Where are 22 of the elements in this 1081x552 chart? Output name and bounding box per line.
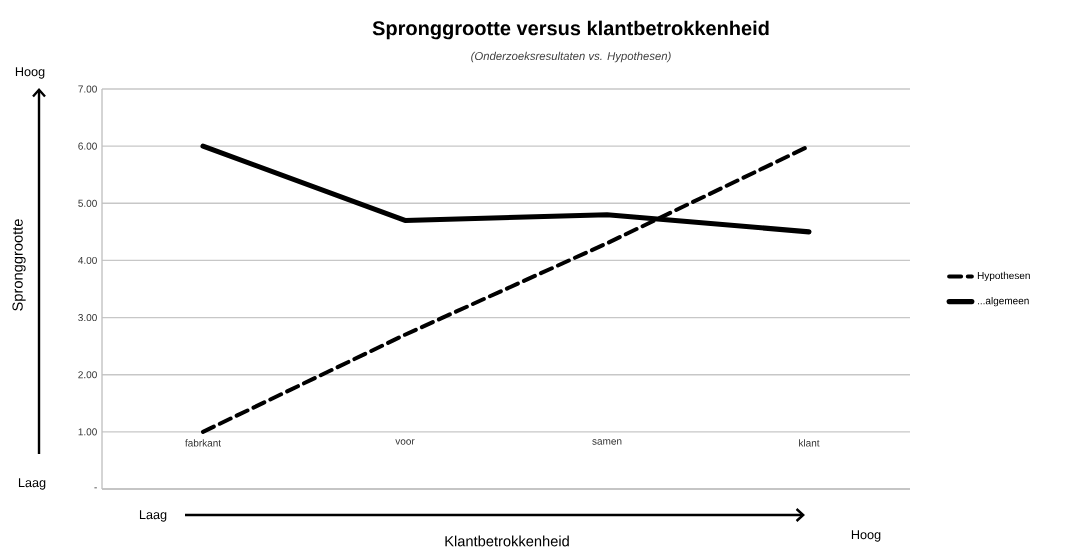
y-tick-label: 5.00 <box>78 199 97 207</box>
text: Laag <box>18 478 46 490</box>
y-tick-label: - <box>94 487 97 489</box>
y-tick-label: 4.00 <box>78 256 97 264</box>
text: Laag <box>139 510 167 522</box>
chart-subtitle: (Onderzoeksresultaten vs. Hypothesen) <box>471 51 671 63</box>
y-tick-label: 1.00 <box>78 428 97 436</box>
y-tick-label: 2.00 <box>78 371 97 379</box>
y-tick-label: 6.00 <box>78 142 97 150</box>
x-tick-label: klant <box>799 439 820 447</box>
legend-label: ...algemeen <box>978 297 1029 307</box>
text: Hoog <box>851 530 881 542</box>
x-tick-label: samen <box>592 439 622 445</box>
x-axis-title: Klantbetrokkenheid <box>445 535 569 547</box>
x-tick-label: fabrkant <box>185 439 221 447</box>
legend-label: Hypothesen <box>977 271 1030 282</box>
x-tick-label: voor <box>395 439 415 445</box>
y-tick-label: 7.00 <box>78 85 97 93</box>
text: Hoog <box>15 67 45 79</box>
chart-title: Spronggrootte versus klantbetrokkenheid <box>372 20 769 40</box>
y-axis-title: Spronggrootte <box>12 219 26 311</box>
y-tick-label: 3.00 <box>78 314 97 322</box>
